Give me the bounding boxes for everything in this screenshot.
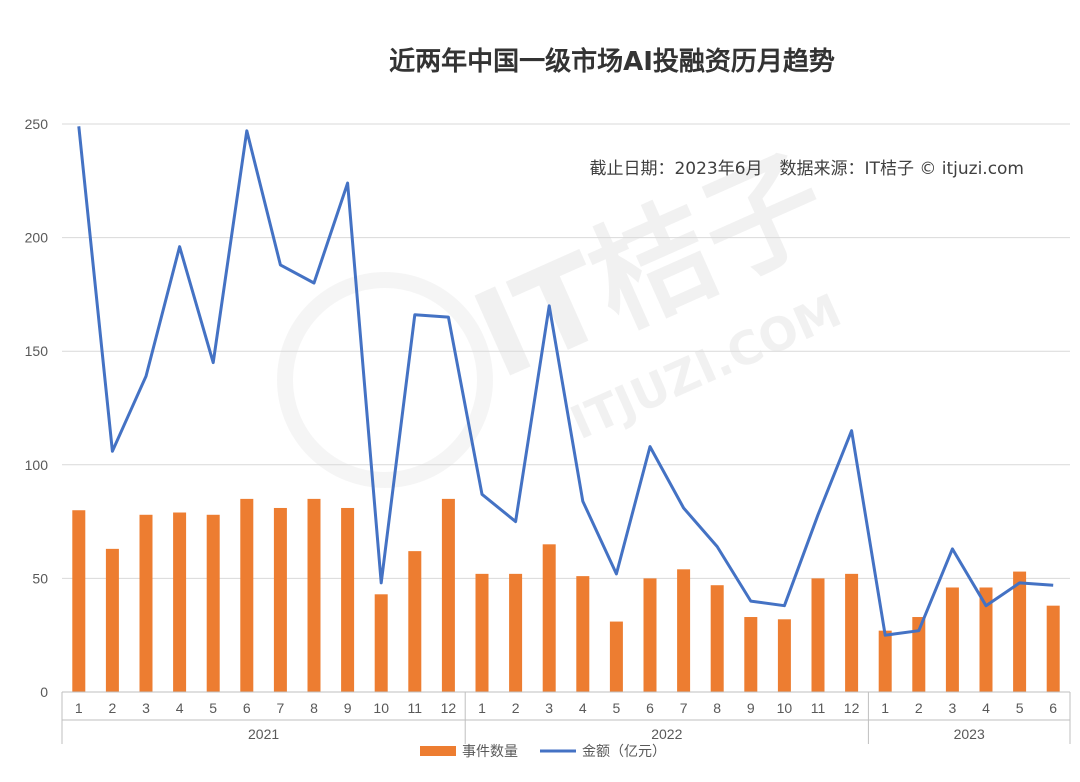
x-tick-label: 12 <box>441 700 457 716</box>
bar <box>105 548 119 692</box>
bar <box>845 573 859 692</box>
legend-label-amount: 金额（亿元） <box>582 744 666 760</box>
x-tick-label: 4 <box>982 700 990 716</box>
y-tick-label: 0 <box>40 684 48 700</box>
x-tick-label: 8 <box>713 700 721 716</box>
x-tick-label: 3 <box>142 700 150 716</box>
bar <box>273 507 287 692</box>
bar <box>307 498 321 692</box>
chart-title: 近两年中国一级市场AI投融资历月趋势 <box>389 46 835 77</box>
bar <box>744 617 758 692</box>
x-tick-label: 10 <box>777 700 793 716</box>
line-series <box>77 126 1054 637</box>
bar <box>1046 605 1060 692</box>
year-label: 2023 <box>954 726 985 742</box>
bar-series <box>72 498 1060 692</box>
bar <box>206 514 220 692</box>
bar <box>173 512 187 692</box>
year-label: 2021 <box>248 726 279 742</box>
source-note: 截止日期：2023年6月 数据来源：IT桔子 © itjuzi.com <box>589 159 1024 179</box>
bar <box>139 514 153 692</box>
legend-bar-swatch <box>420 746 456 756</box>
x-tick-label: 4 <box>176 700 184 716</box>
amount-line <box>77 126 1054 637</box>
y-axis: 0 50 100 150 200 250 <box>25 116 49 700</box>
bar <box>710 585 724 692</box>
gridlines <box>62 123 1070 579</box>
bar <box>441 498 455 692</box>
x-tick-label: 1 <box>75 700 83 716</box>
year-label: 2022 <box>651 726 682 742</box>
x-tick-label: 11 <box>811 700 826 716</box>
x-axis: 1 2 3 4 5 6 7 8 9 10 11 12 1 2 3 4 5 6 7 8 9 10 11 12 1 2 3 4 5 62021… <box>61 691 1071 744</box>
x-tick-label: 7 <box>277 700 285 716</box>
x-tick-label: 6 <box>243 700 251 716</box>
legend-label-events: 事件数量 <box>462 744 518 760</box>
x-tick-label: 5 <box>1016 700 1024 716</box>
x-tick-label: 11 <box>408 700 423 716</box>
bar <box>542 544 556 692</box>
bar <box>777 619 791 692</box>
x-tick-label: 2 <box>109 700 117 716</box>
x-tick-label: 9 <box>747 700 755 716</box>
bar <box>878 630 892 692</box>
bar <box>576 576 590 692</box>
x-tick-label: 9 <box>344 700 352 716</box>
y-tick-label: 250 <box>25 116 49 132</box>
bar <box>408 551 422 692</box>
bar <box>811 578 825 692</box>
y-tick-label: 200 <box>25 230 49 246</box>
bar <box>374 594 388 692</box>
bar <box>643 578 657 692</box>
x-tick-label: 2 <box>915 700 923 716</box>
y-tick-label: 100 <box>25 457 49 473</box>
x-tick-label: 1 <box>881 700 889 716</box>
bar <box>677 569 691 692</box>
bar <box>912 617 926 692</box>
x-tick-label: 6 <box>646 700 654 716</box>
bar <box>475 573 489 692</box>
bar <box>341 507 355 692</box>
bar <box>979 587 993 692</box>
x-tick-label: 12 <box>844 700 860 716</box>
bar <box>240 498 254 692</box>
bar <box>509 573 523 692</box>
x-tick-label: 3 <box>545 700 553 716</box>
watermark-logo-icon <box>277 272 493 488</box>
x-tick-label: 3 <box>949 700 957 716</box>
bar <box>609 621 623 692</box>
x-tick-label: 4 <box>579 700 587 716</box>
y-tick-label: 50 <box>32 570 48 586</box>
bar <box>945 587 959 692</box>
x-tick-label: 10 <box>373 700 389 716</box>
x-tick-label: 5 <box>209 700 217 716</box>
y-tick-label: 150 <box>25 343 49 359</box>
bar <box>72 510 86 692</box>
x-tick-label: 5 <box>613 700 621 716</box>
x-tick-label: 6 <box>1049 700 1057 716</box>
x-tick-label: 1 <box>478 700 486 716</box>
x-tick-label: 2 <box>512 700 520 716</box>
legend: 事件数量 金额（亿元） <box>420 744 666 760</box>
x-tick-label: 7 <box>680 700 688 716</box>
bar <box>1013 571 1027 692</box>
x-tick-label: 8 <box>310 700 318 716</box>
